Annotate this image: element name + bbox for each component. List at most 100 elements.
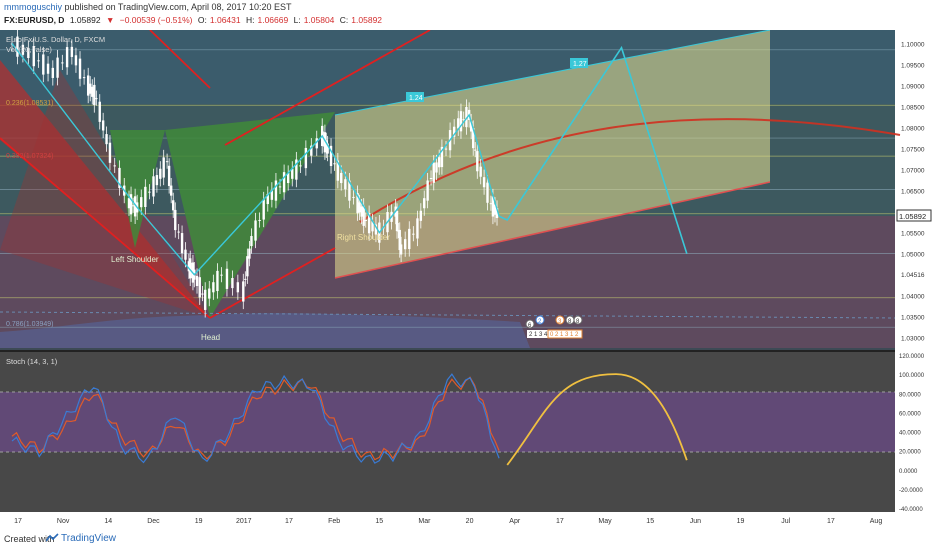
candle-body — [432, 162, 435, 183]
candle-body — [216, 270, 219, 292]
candle-body — [333, 163, 336, 165]
stoch-tick-label: 0.0000 — [899, 469, 918, 475]
current-price-badge — [896, 209, 932, 222]
candle-body — [174, 209, 177, 231]
high-value: 1.06669 — [257, 15, 289, 25]
candle-body — [162, 157, 165, 178]
candle-body — [165, 161, 169, 163]
badge-box — [547, 329, 583, 339]
time-tick-label: 15 — [646, 518, 654, 525]
candle-body — [398, 229, 401, 251]
candle-body — [399, 244, 403, 255]
candle-body — [336, 160, 340, 181]
time-tick-label: 17 — [285, 518, 293, 525]
price-tick-label: 1.05000 — [901, 252, 925, 259]
price-tick-label: 1.07500 — [901, 147, 925, 154]
time-tick-label: 17 — [14, 518, 22, 525]
badge-circle — [555, 315, 565, 325]
candle-body — [482, 177, 486, 188]
price-tick-label: 1.06500 — [901, 189, 925, 196]
candle-body — [362, 205, 365, 226]
candle-body — [172, 200, 175, 211]
change-value: −0.00539 (−0.51%) — [119, 15, 193, 25]
candle-body — [246, 256, 249, 277]
chart-area[interactable]: Left Shoulder Head Right Shoulder 1.24 1… — [0, 30, 932, 528]
candle-body — [167, 165, 171, 186]
candle-body — [108, 142, 112, 163]
badge-circle — [573, 315, 583, 325]
candle-body — [195, 275, 199, 287]
candle-body — [131, 205, 135, 207]
candle-body — [440, 146, 444, 168]
projection-line — [498, 45, 688, 254]
top-trendline-red — [149, 30, 211, 89]
stoch-pane-title: Stoch (14, 3, 1) — [6, 357, 58, 366]
projection-badge-1 — [406, 92, 424, 102]
price-tick-label: 1.08500 — [901, 105, 925, 112]
channel-area — [335, 30, 770, 278]
candle-body — [118, 167, 121, 189]
candle-body — [159, 168, 162, 179]
candle-body — [184, 249, 187, 260]
candle-body — [42, 54, 45, 75]
candle-body — [282, 172, 286, 193]
time-tick-label: 17 — [556, 518, 564, 525]
candle-body — [51, 67, 55, 78]
red-fan-area — [0, 60, 210, 318]
stoch-d-line — [11, 376, 500, 461]
time-axis — [0, 512, 932, 528]
publish-line: mmmoguschiy published on TradingView.com… — [4, 2, 292, 12]
badge-text: 8 — [576, 319, 580, 325]
pattern-badges: 6 2 3 8 8 2 1 3 4 0 2 1 3 1 2 — [525, 315, 583, 339]
candle-body — [489, 203, 493, 205]
projection-badge-1-label: 1.24 — [409, 95, 423, 102]
time-tick-label: Jun — [690, 518, 701, 525]
stoch-k-line — [11, 373, 500, 464]
candle-body — [155, 175, 159, 186]
candle-body — [262, 199, 265, 220]
neckline-red-1 — [209, 247, 336, 319]
candle-body — [329, 145, 333, 167]
symbol-label[interactable]: FX:EURUSD, D — [4, 15, 65, 25]
last-price: 1.05892 — [69, 15, 101, 25]
candle-body — [403, 239, 407, 250]
quote-line: FX:EURUSD, D 1.05892 ▼ −0.00539 (−0.51%)… — [4, 15, 385, 25]
candle-body — [231, 278, 234, 289]
candle-body — [326, 143, 329, 154]
fib-label-3: 0.786(1.03949) — [6, 321, 53, 328]
time-tick-label: Feb — [328, 518, 340, 525]
stoch-tick-label: -20.0000 — [899, 488, 923, 494]
candle-body — [476, 151, 479, 172]
candle-body — [78, 58, 82, 79]
candle-body — [270, 189, 274, 200]
price-tick-label: 1.03000 — [901, 336, 925, 343]
support-dashed — [0, 311, 896, 319]
candle-body — [140, 197, 143, 208]
candle-body — [91, 86, 94, 97]
candle-body — [208, 288, 211, 299]
time-tick-label: Apr — [509, 518, 521, 525]
candle-body — [220, 274, 223, 276]
candle-body — [437, 157, 441, 168]
candle-body — [266, 193, 269, 205]
time-tick-label: 2017 — [236, 518, 252, 525]
tradingview-brand-link[interactable]: TradingView — [61, 533, 117, 544]
candle-body — [472, 127, 475, 149]
candle-body — [291, 168, 294, 179]
author-link[interactable]: mmmoguschiy — [4, 2, 63, 12]
candle-body — [105, 134, 108, 145]
time-tick-label: 17 — [827, 518, 835, 525]
candle-body — [250, 235, 253, 247]
candle-body — [367, 213, 371, 234]
left-shoulder-label: Left Shoulder — [111, 255, 159, 264]
low-label: L: — [293, 15, 301, 25]
candle-body — [486, 182, 489, 203]
time-tick-label: May — [598, 518, 612, 525]
projection-badge-2-label: 1.27 — [573, 61, 587, 68]
high-label: H: — [245, 15, 255, 25]
stoch-band — [0, 392, 895, 452]
price-tick-label: 1.09000 — [901, 84, 925, 91]
candle-body — [32, 46, 35, 67]
candle-body — [70, 46, 74, 57]
candle-body — [180, 233, 184, 254]
